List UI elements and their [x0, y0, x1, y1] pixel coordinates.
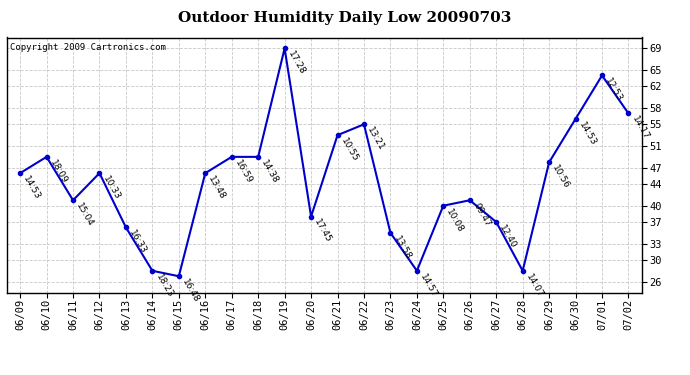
Text: 14:07: 14:07 [524, 272, 544, 299]
Text: Copyright 2009 Cartronics.com: Copyright 2009 Cartronics.com [10, 43, 166, 52]
Text: 10:56: 10:56 [551, 164, 571, 190]
Text: 17:28: 17:28 [286, 50, 306, 76]
Text: 16:33: 16:33 [128, 229, 148, 256]
Text: 09:47: 09:47 [471, 202, 492, 228]
Text: 13:48: 13:48 [207, 174, 227, 201]
Text: 16:59: 16:59 [233, 158, 254, 185]
Text: 14:57: 14:57 [418, 272, 439, 299]
Text: 12:53: 12:53 [604, 77, 624, 104]
Text: 12:40: 12:40 [497, 224, 518, 250]
Text: 18:23: 18:23 [154, 272, 175, 299]
Text: 17:45: 17:45 [313, 218, 333, 245]
Text: 14:38: 14:38 [259, 158, 280, 185]
Text: 14:53: 14:53 [21, 174, 42, 201]
Text: 14:53: 14:53 [577, 120, 598, 147]
Text: 10:33: 10:33 [101, 174, 121, 201]
Text: 16:48: 16:48 [180, 278, 201, 304]
Text: Outdoor Humidity Daily Low 20090703: Outdoor Humidity Daily Low 20090703 [178, 11, 512, 25]
Text: 15:04: 15:04 [75, 202, 95, 228]
Text: 14:17: 14:17 [630, 115, 651, 142]
Text: 18:09: 18:09 [48, 158, 69, 185]
Text: 13:58: 13:58 [392, 234, 413, 261]
Text: 10:08: 10:08 [445, 207, 466, 234]
Text: 10:55: 10:55 [339, 136, 359, 164]
Text: 13:21: 13:21 [366, 126, 386, 153]
